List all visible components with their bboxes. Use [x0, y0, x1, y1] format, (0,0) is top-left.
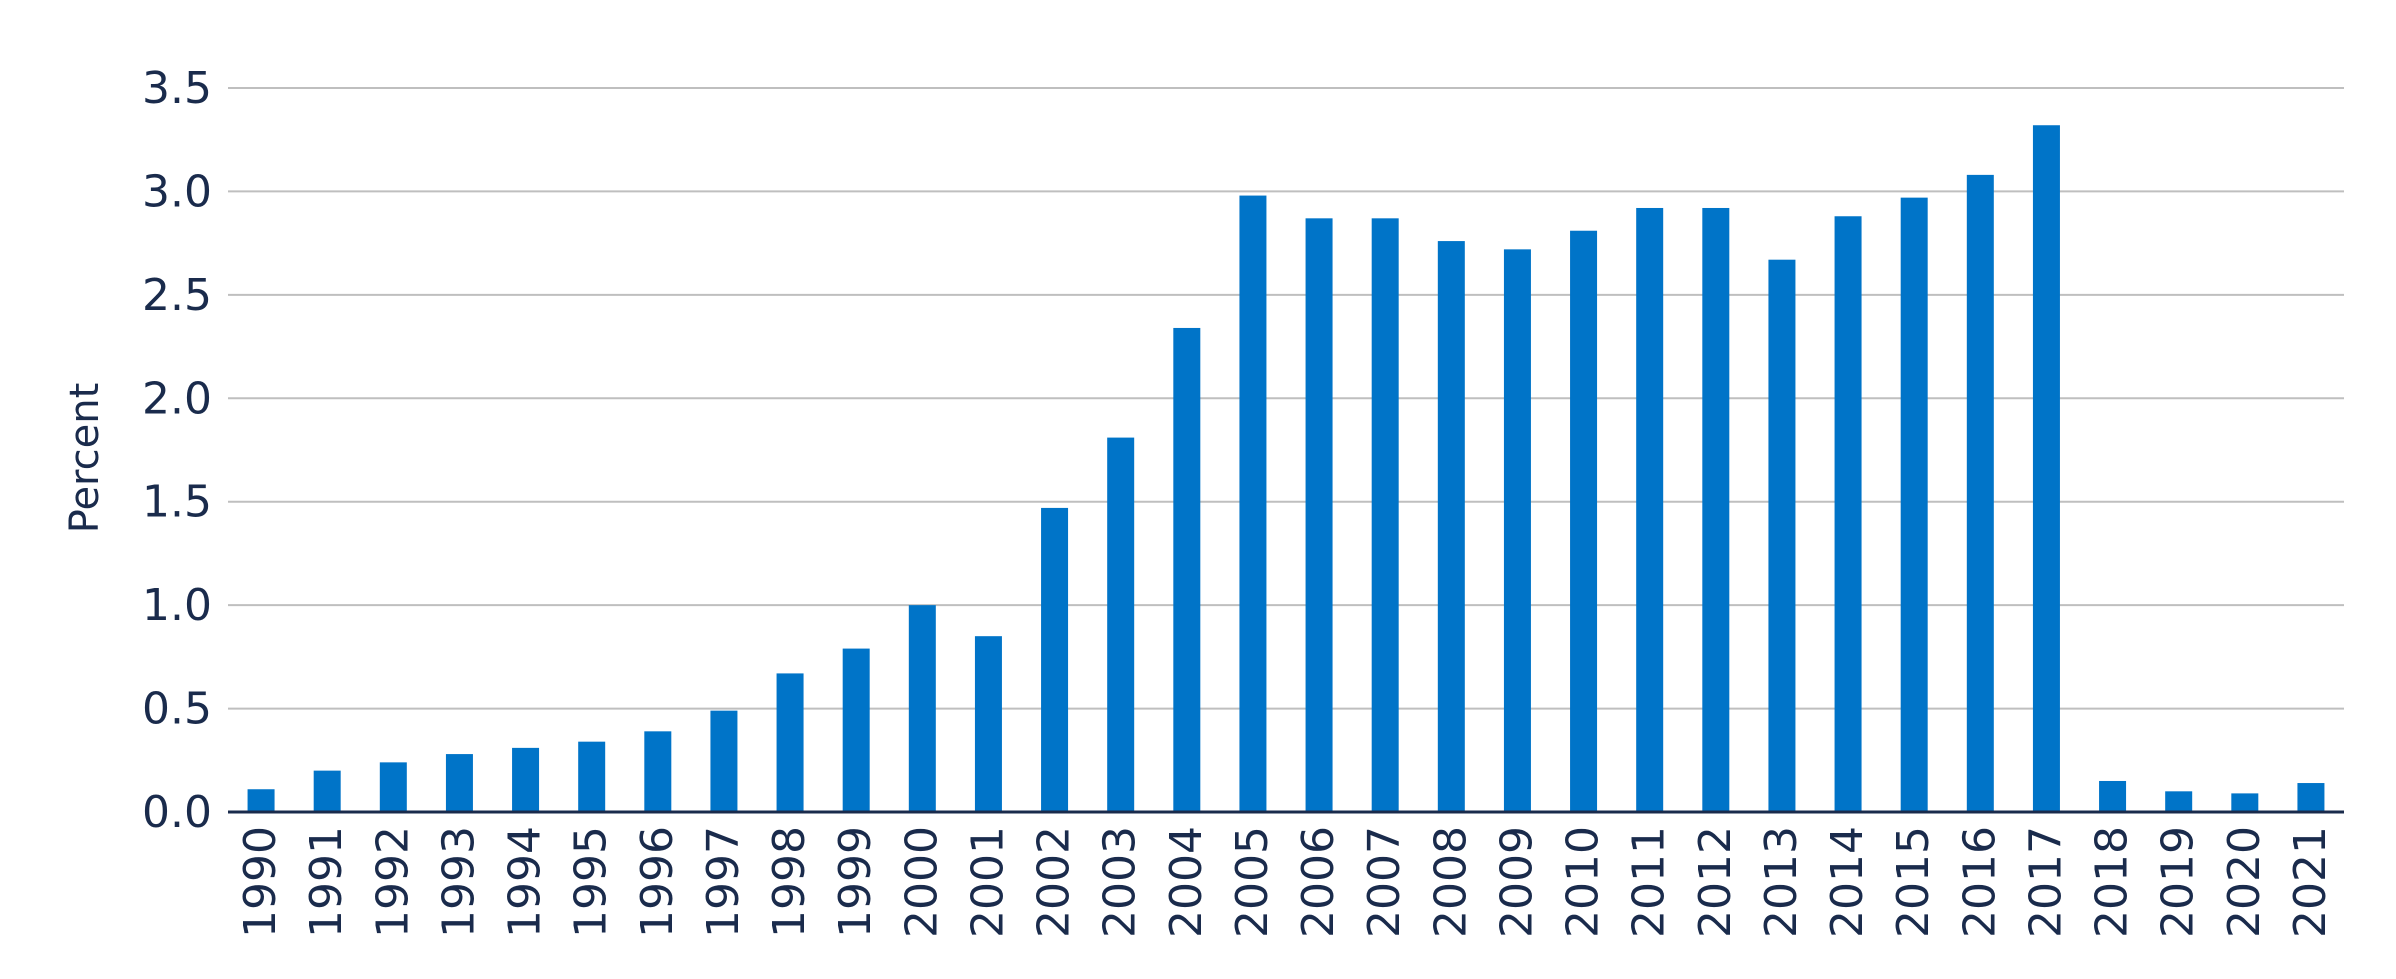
x-tick-label: 1992	[367, 826, 418, 938]
bar-2015	[1900, 197, 1928, 813]
x-tick-label: 1994	[500, 826, 551, 938]
bar-2011	[1636, 207, 1664, 812]
x-tick-label: 1993	[433, 826, 484, 938]
bar-2003	[1107, 437, 1135, 812]
y-tick-label: 3.5	[142, 63, 212, 114]
x-tick-label: 2005	[1227, 826, 1278, 938]
bar-2019	[2165, 791, 2193, 812]
x-tick-label: 1991	[301, 826, 352, 938]
y-tick-label: 1.0	[142, 580, 212, 631]
x-tick-label: 2010	[1558, 826, 1609, 938]
x-tick-label: 2006	[1293, 826, 1344, 938]
y-tick-label: 1.5	[142, 477, 212, 528]
x-tick-label: 2020	[2219, 826, 2270, 938]
x-tick-label: 1999	[830, 826, 881, 938]
x-tick-label: 2000	[896, 826, 947, 938]
bars	[247, 125, 2325, 813]
y-tick-labels: 0.0 0.5 1.0 1.5 2.0 2.5 3.0 3.5	[142, 63, 212, 838]
x-tick-label: 1997	[698, 826, 749, 938]
x-tick-label: 1998	[764, 826, 815, 938]
x-tick-label: 2012	[1690, 826, 1741, 938]
bar-2006	[1305, 218, 1333, 812]
bar-2020	[2231, 793, 2259, 812]
bar-2016	[1966, 174, 1994, 812]
bar-2018	[2099, 780, 2127, 812]
y-axis-title: Percent	[62, 383, 108, 534]
bar-1998	[776, 673, 804, 812]
x-tick-label: 2016	[1954, 826, 2005, 938]
bar-2017	[2032, 125, 2060, 813]
x-tick-label: 2013	[1756, 826, 1807, 938]
x-tick-label: 2003	[1095, 826, 1146, 938]
x-tick-label: 1996	[632, 826, 683, 938]
x-tick-label: 2008	[1425, 826, 1476, 938]
bar-1994	[512, 747, 540, 812]
bar-1999	[842, 648, 870, 812]
y-tick-label: 2.0	[142, 373, 212, 424]
x-tick-label: 1990	[235, 826, 286, 938]
bar-2012	[1702, 207, 1730, 812]
bar-1995	[578, 741, 606, 812]
bar-2001	[974, 636, 1002, 812]
bar-2009	[1503, 249, 1531, 812]
x-tick-label: 2015	[1888, 826, 1939, 938]
bar-1992	[379, 762, 407, 812]
bar-1993	[445, 754, 473, 812]
x-tick-labels: 1990 1991 1992 1993 1994 1995 1996 1997 1998 1999…	[235, 826, 2336, 938]
x-tick-label: 2007	[1359, 826, 1410, 938]
bar-2013	[1768, 259, 1796, 813]
x-tick-label: 2001	[962, 826, 1013, 938]
bar-2014	[1834, 216, 1862, 812]
x-tick-label: 2004	[1161, 826, 1212, 938]
gridlines	[228, 87, 2344, 710]
y-tick-label: 3.0	[142, 166, 212, 217]
bar-2010	[1570, 230, 1598, 812]
bar-2008	[1437, 241, 1465, 812]
x-tick-label: 2018	[2087, 826, 2138, 938]
bar-2004	[1173, 327, 1201, 812]
x-tick-label: 2019	[2153, 826, 2204, 938]
x-tick-label: 2002	[1029, 826, 1080, 938]
bar-1991	[313, 770, 341, 812]
bar-2000	[908, 605, 936, 812]
bar-2005	[1239, 195, 1267, 812]
bar-1996	[644, 731, 672, 812]
x-tick-label: 2021	[2285, 826, 2336, 938]
x-tick-label: 2017	[2020, 826, 2071, 938]
bar-2021	[2297, 783, 2325, 812]
x-tick-label: 2009	[1491, 826, 1542, 938]
x-tick-label: 2011	[1624, 826, 1675, 938]
y-tick-label: 2.5	[142, 270, 212, 321]
x-tick-label: 2014	[1822, 826, 1873, 938]
bar-1997	[710, 710, 738, 812]
bar-2007	[1371, 218, 1399, 812]
bar-2002	[1041, 507, 1069, 812]
x-tick-label: 1995	[566, 826, 617, 938]
y-tick-label: 0.0	[142, 787, 212, 838]
y-tick-label: 0.5	[142, 684, 212, 735]
bar-1990	[247, 789, 275, 812]
